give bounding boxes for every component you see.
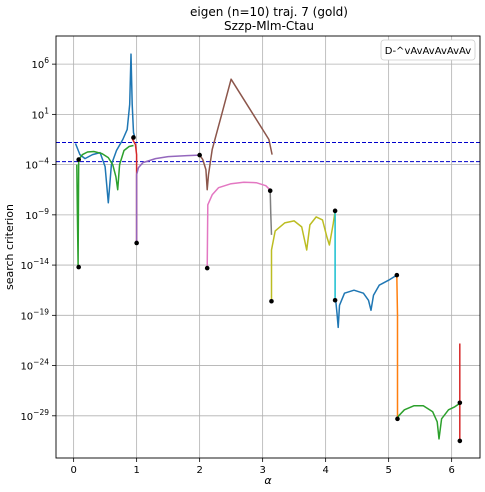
data-point-marker	[267, 188, 273, 194]
x-tick-label: 2	[196, 465, 202, 476]
series-line	[334, 274, 398, 329]
y-tick-base: 10	[20, 362, 33, 373]
y-tick-exponent: −14	[33, 257, 49, 266]
x-axis-label: α	[264, 474, 272, 487]
y-tick-base: 10	[25, 161, 38, 172]
y-tick-exponent: −4	[38, 157, 49, 166]
series-line	[206, 181, 272, 269]
series-line	[396, 275, 399, 419]
series-line	[135, 154, 200, 243]
x-tick-label: 0	[70, 465, 76, 476]
y-tick-label: 10−29	[20, 408, 49, 423]
y-tick-label: 10−4	[25, 157, 49, 172]
threshold-lines	[56, 142, 480, 163]
data-point-marker	[332, 297, 338, 303]
chart-title: eigen (n=10) traj. 7 (gold)	[190, 5, 348, 19]
data-point-marker	[76, 264, 81, 270]
data-point-marker	[332, 208, 338, 214]
data-point-marker	[395, 416, 400, 422]
data-point-marker	[457, 400, 463, 406]
y-tick-base: 10	[31, 60, 44, 71]
plot-frame	[55, 35, 481, 459]
y-tick-base: 10	[20, 261, 33, 272]
data-point-marker	[204, 265, 210, 271]
series-line	[198, 78, 273, 191]
x-tick-label: 5	[385, 465, 391, 476]
y-tick-base: 10	[20, 311, 33, 322]
data-point-marker	[394, 272, 400, 278]
y-axis-label: search criterion	[3, 204, 16, 290]
series-group	[74, 53, 461, 441]
y-tick-exponent: 6	[44, 56, 49, 65]
y-tick-label: 10−19	[20, 307, 49, 322]
series-line	[269, 190, 273, 235]
data-point-marker	[457, 438, 463, 444]
marker-group	[76, 135, 463, 444]
series-line	[74, 53, 136, 204]
chart-subtitle: Szzp-Mlm-Ctau	[224, 19, 314, 33]
y-tick-exponent: −9	[38, 207, 49, 216]
y-tick-exponent: −19	[33, 307, 49, 316]
series-line	[270, 210, 336, 302]
series-line	[396, 403, 460, 440]
data-point-marker	[269, 298, 274, 304]
y-tick-base: 10	[20, 412, 33, 423]
y-tick-exponent: 1	[44, 106, 49, 115]
x-tick-label: 6	[448, 465, 454, 476]
y-tick-label: 101	[31, 106, 49, 121]
x-tick-label: 1	[133, 465, 139, 476]
data-point-marker	[197, 152, 202, 158]
y-tick-label: 10−24	[20, 358, 49, 373]
y-tick-label: 106	[31, 56, 49, 71]
data-point-marker	[76, 157, 81, 162]
grid	[56, 36, 480, 458]
x-tick-label: 4	[322, 465, 328, 476]
data-point-marker	[131, 135, 136, 140]
y-tick-label: 10−9	[25, 207, 49, 222]
y-tick-label: 10−14	[20, 257, 49, 272]
y-tick-exponent: −24	[33, 358, 49, 367]
series-line	[76, 144, 134, 266]
data-point-marker	[134, 240, 139, 246]
y-tick-base: 10	[31, 110, 44, 121]
x-tick-label: 3	[259, 465, 265, 476]
legend-box	[380, 39, 476, 61]
y-tick-base: 10	[25, 211, 38, 222]
x-ticks: 0 1 2 3 4 5 6	[70, 458, 455, 476]
legend: D-^vAvAvAvAvAv	[380, 39, 476, 61]
legend-label: D-^vAvAvAvAvAv	[385, 46, 472, 57]
y-tick-exponent: −29	[33, 408, 49, 417]
